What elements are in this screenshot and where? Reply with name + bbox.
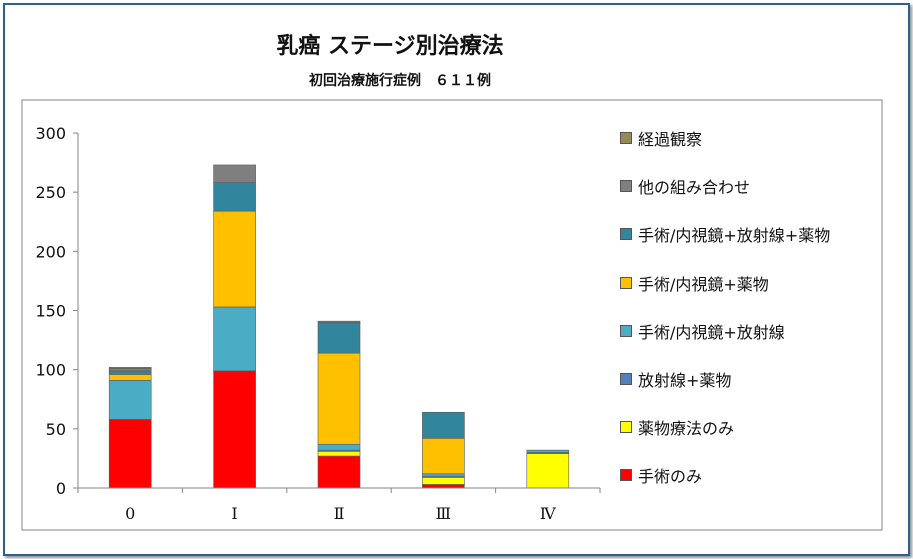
legend-item: 手術/内視鏡+薬物 xyxy=(620,272,769,294)
legend-label: 薬物療法のみ xyxy=(638,419,735,439)
bar-seg-0-0 xyxy=(108,419,152,489)
legend-label: 他の組み合わせ xyxy=(638,178,751,198)
bar-seg-0-4 xyxy=(108,374,152,381)
bar-seg-3-0 xyxy=(422,484,465,489)
legend-swatch xyxy=(620,132,632,144)
legend-swatch xyxy=(620,276,632,289)
bar-seg-3-1 xyxy=(422,477,465,485)
legend-swatch xyxy=(620,469,632,482)
chart-title: 乳癌 ステージ別治療法 xyxy=(276,34,504,59)
bar-seg-1-0 xyxy=(213,370,256,489)
y-tick-label-2: 100 xyxy=(35,361,66,380)
bar-seg-0-5 xyxy=(108,370,152,375)
legend-label: 手術/内視鏡+放射線+薬物 xyxy=(638,226,831,246)
legend-item: 薬物療法のみ xyxy=(620,416,734,438)
legend-item: 手術/内視鏡+放射線 xyxy=(620,320,785,342)
bar-seg-2-1 xyxy=(317,451,361,457)
legend-item: 放射線+薬物 xyxy=(620,368,731,390)
legend-label: 経過観察 xyxy=(638,130,703,149)
bar-seg-1-4 xyxy=(213,210,256,308)
legend-swatch xyxy=(620,180,632,193)
y-tick-label-6: 300 xyxy=(35,124,66,143)
y-tick-label-3: 150 xyxy=(35,302,66,321)
legend-label: 手術のみ xyxy=(638,467,703,487)
legend-swatch xyxy=(620,421,632,434)
legend-item: 手術のみ xyxy=(620,464,702,486)
bar-seg-2-3 xyxy=(317,443,361,451)
bar-seg-4-3 xyxy=(526,449,570,453)
x-tick-label-2: Ⅱ xyxy=(334,504,345,523)
bar-seg-3-4 xyxy=(422,437,465,475)
bar-seg-0-7 xyxy=(108,366,152,369)
bar-seg-2-0 xyxy=(317,455,361,489)
bar-seg-2-4 xyxy=(317,352,361,445)
y-tick-label-0: 0 xyxy=(56,479,66,498)
plot-area-border xyxy=(21,99,883,531)
legend-swatch xyxy=(620,324,632,337)
bar-seg-1-3 xyxy=(213,306,256,372)
bar-seg-1-5 xyxy=(213,182,256,212)
legend-swatch xyxy=(620,373,632,385)
bar-seg-0-6 xyxy=(108,368,152,372)
y-tick-label-5: 250 xyxy=(35,183,66,202)
y-tick-label-1: 50 xyxy=(46,420,66,439)
x-tick-label-4: Ⅳ xyxy=(540,504,557,523)
legend-item: 経過観察 xyxy=(620,127,702,149)
x-tick-label-1: Ⅰ xyxy=(231,504,237,523)
bar-seg-4-1 xyxy=(526,453,570,489)
bar-seg-3-3 xyxy=(422,473,465,477)
legend-label: 手術/内視鏡+薬物 xyxy=(638,274,769,294)
legend-label: 手術/内視鏡+放射線 xyxy=(638,322,785,342)
legend-swatch xyxy=(620,228,632,241)
chart-subtitle: 初回治療施行症例 ６１１例 xyxy=(309,73,491,89)
legend-label: 放射線+薬物 xyxy=(638,371,732,390)
bar-seg-2-5 xyxy=(317,322,361,354)
x-tick-label-0: 0 xyxy=(125,504,135,523)
legend-item: 手術/内視鏡+放射線+薬物 xyxy=(620,223,830,245)
bar-seg-1-6 xyxy=(213,164,256,183)
bar-seg-0-3 xyxy=(108,380,152,420)
bar-seg-2-6 xyxy=(317,320,361,323)
x-tick-label-3: Ⅲ xyxy=(436,504,451,523)
bar-seg-3-5 xyxy=(422,411,465,439)
y-tick-label-4: 200 xyxy=(35,242,66,261)
legend-item: 他の組み合わせ xyxy=(620,175,750,197)
